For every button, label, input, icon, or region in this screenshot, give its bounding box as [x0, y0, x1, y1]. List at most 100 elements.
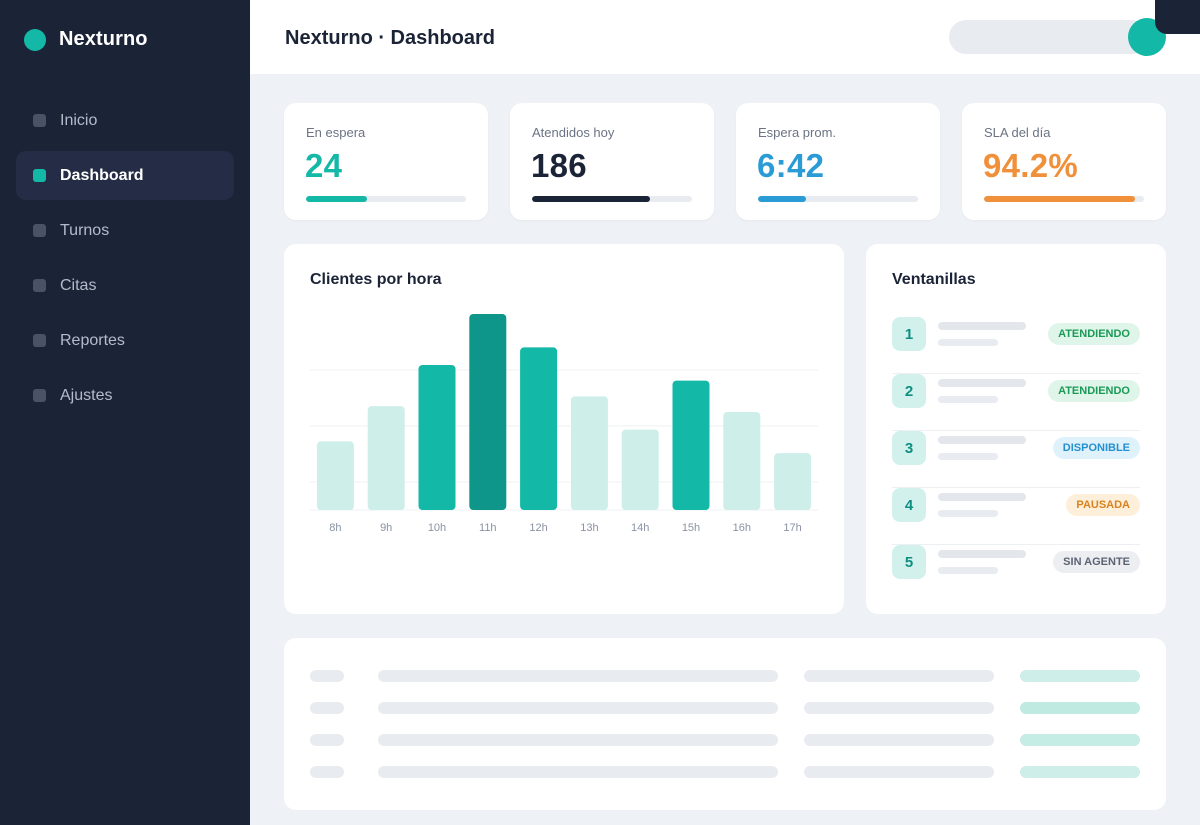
- x-tick-label: 9h: [380, 522, 392, 534]
- table-cell-detail: [804, 766, 994, 778]
- ventanilla-number: 1: [892, 317, 926, 351]
- table-cell-id: [310, 734, 344, 746]
- status-badge: ATENDIENDO: [1048, 323, 1140, 345]
- brand-logo-icon: [24, 28, 46, 51]
- sidebar-item-label: Dashboard: [60, 166, 144, 184]
- table-cell-id: [310, 766, 344, 778]
- sidebar-item-turnos[interactable]: Turnos: [16, 206, 234, 255]
- sidebar-item-reportes[interactable]: Reportes: [16, 316, 234, 365]
- kpi-progress-bar: [532, 196, 692, 202]
- x-tick-label: 15h: [682, 522, 700, 534]
- list-item[interactable]: 5 SIN AGENTE: [892, 545, 1140, 602]
- kpi-label: Atendidos hoy: [532, 125, 615, 140]
- x-tick-label: 12h: [529, 522, 547, 534]
- bar-17h[interactable]: [774, 453, 812, 510]
- kpi-card[interactable]: SLA del día 94.2%: [962, 103, 1166, 220]
- table-card: [284, 638, 1166, 810]
- table-cell-status: [1020, 766, 1140, 778]
- list-item[interactable]: 4 PAUSADA: [892, 488, 1140, 545]
- bar-16h[interactable]: [723, 412, 761, 510]
- bar-14h[interactable]: [621, 429, 659, 510]
- kpi-progress-fill: [306, 196, 367, 202]
- status-badge: ATENDIENDO: [1048, 380, 1140, 402]
- sidebar-item-label: Reportes: [60, 331, 125, 349]
- bar-11h[interactable]: [469, 314, 507, 510]
- ventanilla-number: 2: [892, 374, 926, 408]
- page-title: Nexturno · Dashboard: [285, 27, 496, 49]
- sidebar-item-citas[interactable]: Citas: [16, 261, 234, 310]
- corner-block: [1155, 0, 1200, 34]
- ventanilla-number: 5: [892, 545, 926, 579]
- bar-chart: 8h 9h 10h 11h 12h 13h 14h 15h 16h 17h: [310, 314, 818, 534]
- ventanilla-number: 4: [892, 488, 926, 522]
- brand[interactable]: Nexturno: [24, 28, 148, 51]
- bar-15h[interactable]: [672, 380, 710, 510]
- placeholder-line: [938, 396, 998, 403]
- list-item[interactable]: 3 DISPONIBLE: [892, 431, 1140, 488]
- bar-10h[interactable]: [418, 364, 456, 510]
- table-cell-status: [1020, 670, 1140, 682]
- bar-9h[interactable]: [367, 406, 405, 510]
- placeholder-line: [938, 510, 998, 517]
- table-cell-id: [310, 702, 344, 714]
- sidebar: Nexturno Inicio Dashboard Turnos Citas Repor…: [0, 0, 250, 825]
- kpi-progress-fill: [984, 196, 1135, 202]
- kpi-card[interactable]: En espera 24: [284, 103, 488, 220]
- table-cell-detail: [804, 734, 994, 746]
- x-tick-label: 10h: [428, 522, 446, 534]
- status-badge: PAUSADA: [1066, 494, 1140, 516]
- kpi-progress-bar: [984, 196, 1144, 202]
- divider: [892, 430, 1140, 431]
- sidebar-item-label: Citas: [60, 276, 97, 294]
- table-cell-name: [378, 734, 778, 746]
- x-tick-label: 14h: [631, 522, 649, 534]
- nav-square-icon: [33, 389, 46, 402]
- bar-8h[interactable]: [316, 441, 354, 510]
- table-cell-status: [1020, 734, 1140, 746]
- kpi-card[interactable]: Espera prom. 6:42: [736, 103, 940, 220]
- table-cell-id: [310, 670, 344, 682]
- placeholder-line: [938, 453, 998, 460]
- table-cell-detail: [804, 670, 994, 682]
- sidebar-item-ajustes[interactable]: Ajustes: [16, 371, 234, 420]
- placeholder-line: [938, 436, 1026, 444]
- table-cell-name: [378, 670, 778, 682]
- divider: [892, 373, 1140, 374]
- placeholder-line: [938, 550, 1026, 558]
- kpi-label: Espera prom.: [758, 125, 837, 140]
- kpi-value: 6:42: [757, 147, 825, 184]
- x-tick-label: 8h: [329, 522, 341, 534]
- nav-square-icon: [33, 224, 46, 237]
- kpi-progress-bar: [306, 196, 466, 202]
- kpi-value: 94.2%: [983, 147, 1079, 184]
- x-tick-label: 16h: [733, 522, 751, 534]
- sidebar-item-inicio[interactable]: Inicio: [16, 96, 234, 145]
- kpi-label: En espera: [306, 125, 366, 140]
- sidebar-item-label: Ajustes: [60, 386, 113, 404]
- nav-square-icon: [33, 279, 46, 292]
- nav-square-icon: [33, 169, 46, 182]
- table-cell-name: [378, 702, 778, 714]
- kpi-value: 24: [305, 147, 343, 184]
- placeholder-line: [938, 379, 1026, 387]
- bar-13h[interactable]: [570, 396, 608, 510]
- kpi-card[interactable]: Atendidos hoy 186: [510, 103, 714, 220]
- chart-title: Clientes por hora: [310, 271, 442, 288]
- ventanillas-card: Ventanillas 1 ATENDIENDO 2 ATENDIENDO 3 DISPO…: [866, 244, 1166, 614]
- placeholder-line: [938, 493, 1026, 501]
- bar-12h[interactable]: [520, 347, 558, 510]
- search-input[interactable]: [949, 20, 1149, 54]
- x-tick-label: 11h: [479, 522, 497, 534]
- ventanilla-number: 3: [892, 431, 926, 465]
- kpi-progress-bar: [758, 196, 918, 202]
- top-header: Nexturno · Dashboard: [250, 0, 1200, 74]
- placeholder-line: [938, 567, 998, 574]
- list-item[interactable]: 1 ATENDIENDO: [892, 317, 1140, 374]
- sidebar-item-label: Inicio: [60, 111, 98, 129]
- kpi-progress-fill: [758, 196, 806, 202]
- list-item[interactable]: 2 ATENDIENDO: [892, 374, 1140, 431]
- x-tick-label: 17h: [783, 522, 801, 534]
- ventanillas-title: Ventanillas: [892, 271, 976, 288]
- table-cell-detail: [804, 702, 994, 714]
- sidebar-item-dashboard[interactable]: Dashboard: [16, 151, 234, 200]
